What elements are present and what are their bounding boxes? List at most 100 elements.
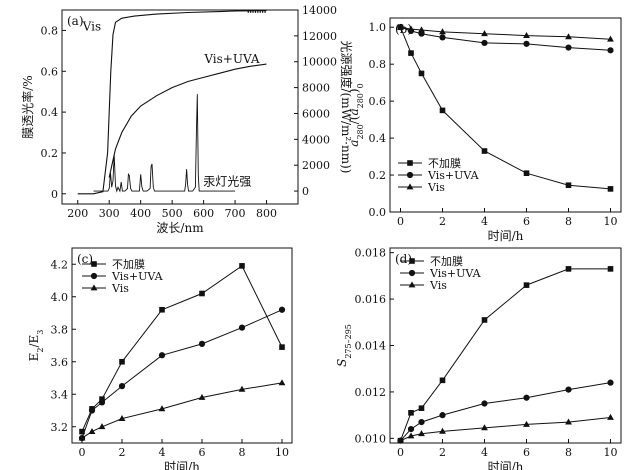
x-tick-label: 6 [523,215,530,228]
data-point [408,50,414,56]
x-tick-label: 800 [256,207,277,220]
y-tick-label: 4.0 [51,291,69,304]
y-axis-label-part: 275–295 [344,324,353,359]
y-tick-label: 0.2 [41,147,59,160]
data-point [523,420,530,427]
data-point [119,358,125,365]
y2-tick-label: 2000 [302,159,330,172]
data-point [397,437,404,444]
data-point [278,379,286,386]
data-point [407,25,415,32]
data-point [439,377,446,384]
x-axis-label: 波长/nm [156,221,204,235]
data-point [158,405,166,412]
x-tick-label: 6 [523,446,530,459]
data-point [439,107,446,114]
x-tick-label: 6 [199,446,206,459]
x-tick-label: 500 [162,207,183,220]
legend-marker [90,284,98,291]
y-tick-label: 4.2 [51,258,69,271]
y-axis-label-part: 3 [36,330,45,335]
x-tick-label: 8 [565,215,572,228]
x-tick-label: 4 [481,215,488,228]
annotation-vis-uva: Vis+UVA [203,52,259,66]
data-point [607,35,614,42]
legend-label: Vis [111,282,129,295]
legend-marker [90,272,98,280]
y-tick-label: 3.2 [51,421,69,434]
y-axis-label-part: 0 [356,83,365,88]
x-axis-label: 时间/h [488,229,524,243]
y-tick-label: 0.6 [369,95,387,108]
y-tick-label: 3.8 [51,323,69,336]
data-point [523,394,530,401]
x-axis-label: 时间/h [488,460,524,470]
y-axis-label-part: E [27,353,41,362]
x-tick-label: 2 [439,215,446,228]
x-tick-label: 300 [99,207,120,220]
data-point [565,386,572,393]
legend-label: Vis+UVA [111,270,164,283]
data-point [279,344,285,350]
data-point [607,266,614,272]
y-tick-label: 0.8 [41,24,59,37]
data-point [418,70,425,77]
data-point [481,424,488,431]
x-tick-label: 4 [481,446,488,459]
data-point [238,385,246,392]
y-tick-label: 0.4 [369,132,387,145]
x-tick-label: 200 [67,207,88,220]
series-line [77,10,267,195]
panel-b: 0 2 4 6 8 100.00.20.40.60.81.0时间/ha280/(a280)… [347,17,622,243]
x-tick-label: 8 [565,446,572,459]
y-axis-label: S275–295 [335,324,353,367]
data-point [523,282,530,288]
series-line [400,382,611,442]
data-point [565,182,572,189]
legend-label: 不加膜 [112,258,145,271]
plot-frame [389,17,622,213]
annotation-lamp: 汞灯光强 [203,175,251,189]
x-tick-label: 600 [193,207,214,220]
legend-label: 不加膜 [430,255,463,268]
data-point [418,430,425,437]
y-tick-label: 3.4 [51,388,69,401]
x-tick-label: 0 [79,446,86,459]
data-point [565,44,572,51]
panel-label: (a) [67,14,84,28]
legend-marker [407,160,413,166]
data-point [565,266,572,272]
data-point [439,34,446,41]
series-line [81,309,283,439]
y2-tick-label: 14000 [302,4,337,17]
legend-label: Vis+UVA [427,169,480,182]
series-line [93,94,236,193]
y-tick-label: 0.014 [355,340,387,353]
data-point [439,427,446,434]
y-tick-label: 0.2 [369,169,387,182]
data-point [481,30,488,37]
y-axis-label-part: S [335,359,349,367]
panel-a: 200 300 400 500 600 700 80000.20.40.60.8020004… [20,4,354,235]
plot-frame [71,247,293,444]
x-tick-label: 2 [439,446,446,459]
legend-label: 不加膜 [428,157,461,170]
x-tick-label: 0 [397,215,404,228]
legend-marker [406,183,414,190]
x-tick-label: 8 [239,446,246,459]
data-point [418,405,425,411]
data-point [607,413,614,420]
y2-tick-label: 10000 [302,56,337,69]
legend-marker [91,261,97,267]
y2-tick-label: 4000 [302,133,330,146]
legend-marker [408,281,416,288]
x-tick-label: 700 [225,207,246,220]
data-point [565,418,572,425]
legend-marker [406,171,414,179]
y-axis-label-part: a [347,140,361,147]
series-line [400,27,611,190]
y-tick-label: 0.018 [355,247,387,260]
